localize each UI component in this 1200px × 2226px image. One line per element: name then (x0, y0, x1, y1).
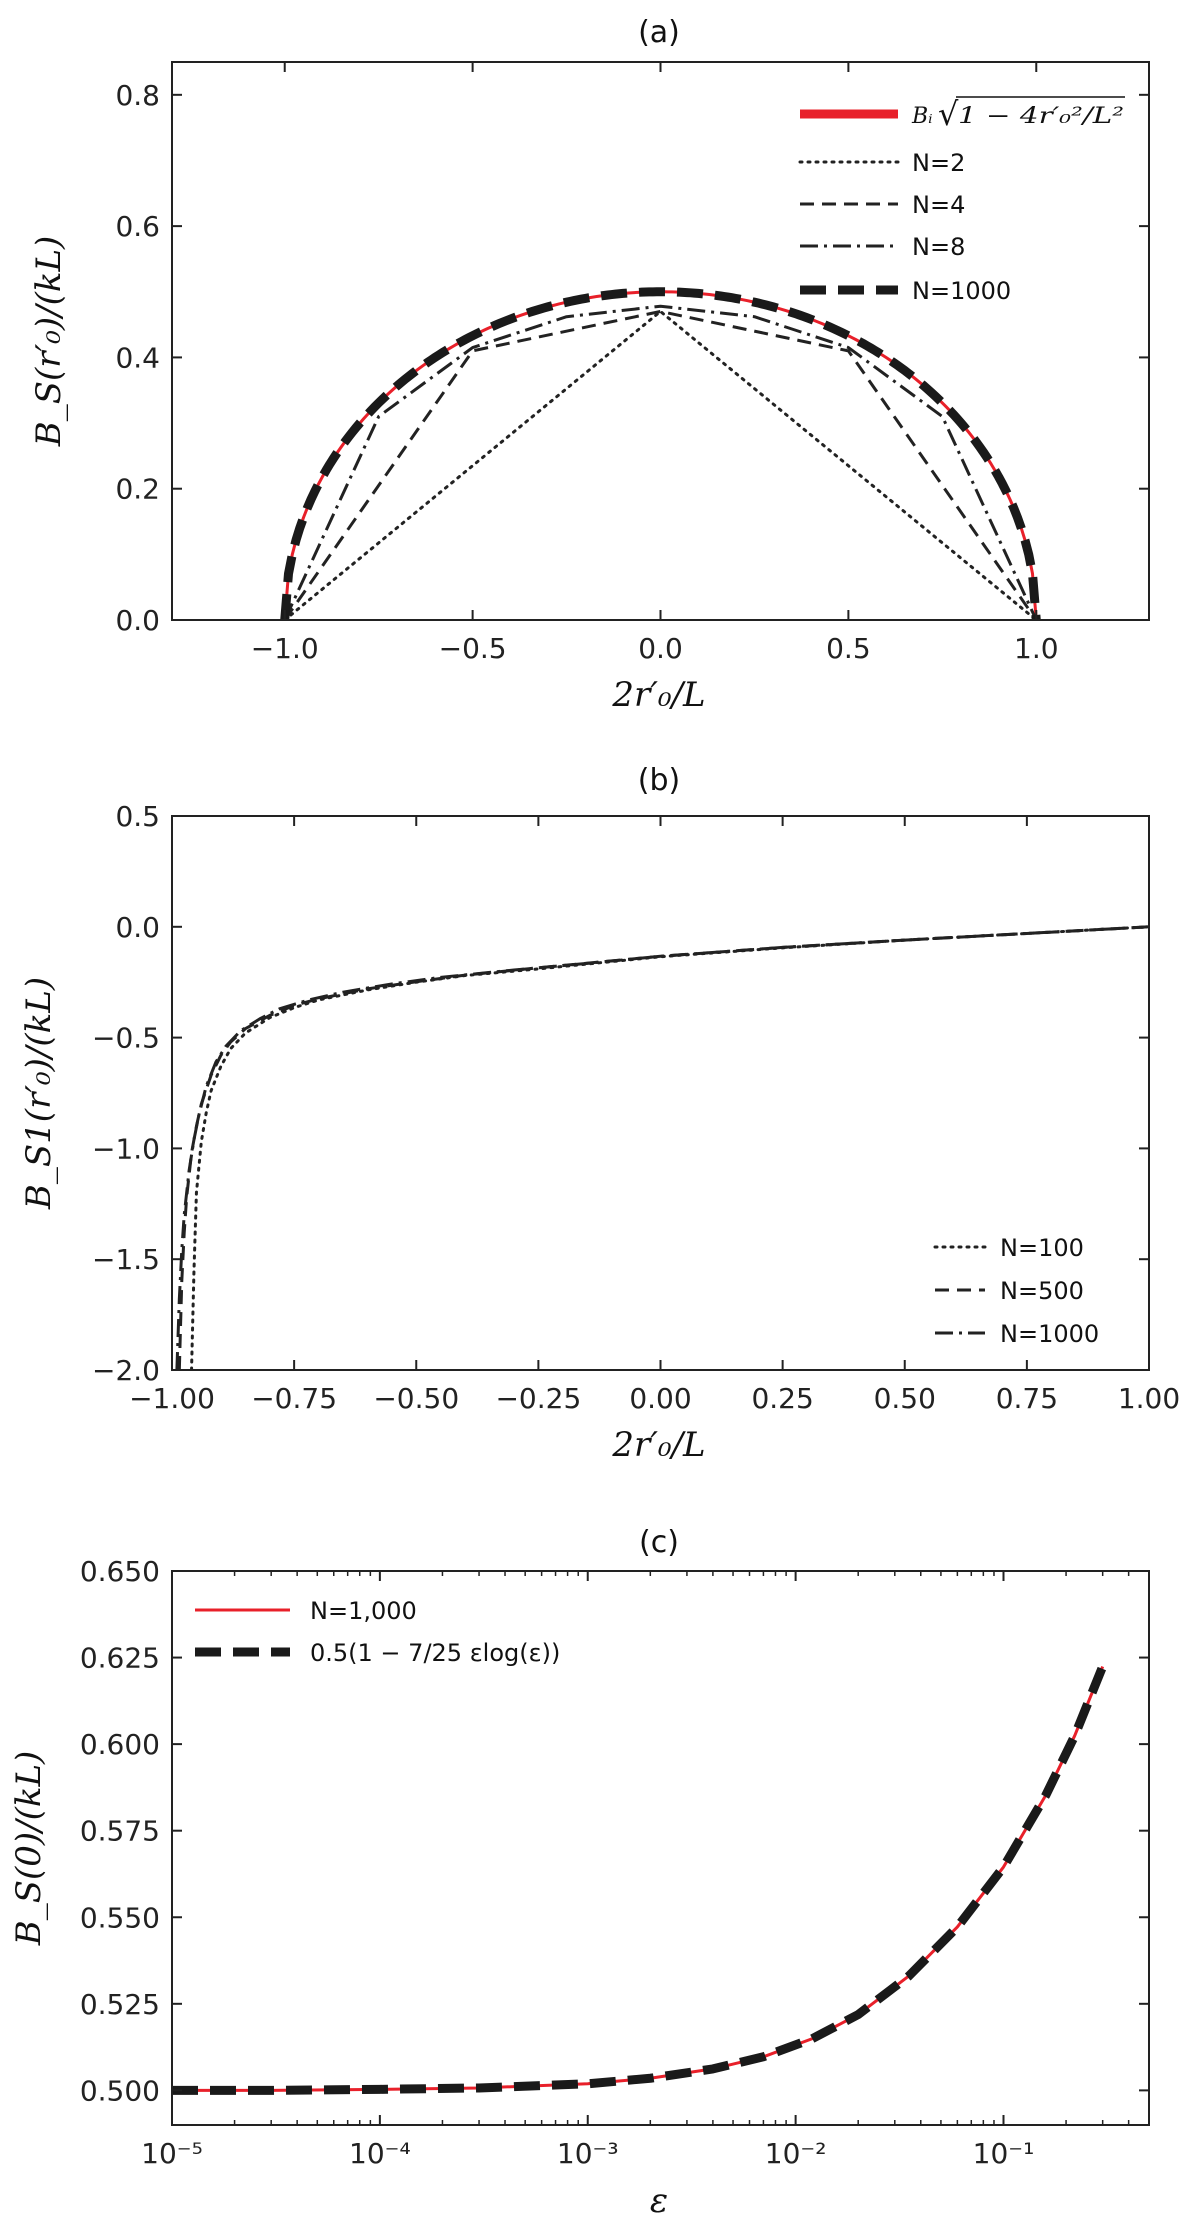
panel-a-title: (a) (638, 15, 680, 50)
panel-c-ytick-label-5: 0.625 (80, 1642, 160, 1675)
panel-c: (c) 10⁻⁵ 10⁻⁴ 10⁻³ 10⁻² 10⁻¹ 0.500 0.525 0.550… (9, 1525, 1150, 2221)
panel-b-series-2-line (175, 925, 1149, 1370)
panel-c-ytick-label-2: 0.550 (80, 1901, 160, 1934)
panel-b-xtick-label-0: −1.00 (129, 1382, 215, 1415)
legend-b-label-2: N=1000 (1000, 1320, 1099, 1348)
legend-a-label-4: N=1000 (912, 277, 1011, 305)
panel-c-series-1-line (172, 1664, 1107, 2095)
panel-a-yticks: 0.0 0.2 0.4 0.6 0.8 (115, 79, 1149, 637)
panel-b-yticks: −2.0 −1.5 −1.0 −0.5 0.0 0.5 (92, 800, 1149, 1387)
panel-c-xtick-label-0: 10⁻⁵ (141, 2137, 203, 2170)
legend-c-label-0: N=1,000 (310, 1597, 417, 1625)
panel-a-ytick-label-4: 0.8 (115, 79, 160, 112)
panel-a-series-4-line (280, 287, 1041, 620)
panel-c-ytick-label-1: 0.525 (80, 1988, 160, 2021)
panel-b-ytick-label-4: 0.0 (115, 911, 160, 944)
panel-c-legend: N=1,000 0.5(1 − 7/25 εlog(ε)) (195, 1597, 560, 1667)
panel-b-legend: N=100 N=500 N=1000 (933, 1234, 1099, 1348)
panel-a-ytick-label-2: 0.4 (115, 341, 160, 374)
panel-a-xtick-label-4: 1.0 (1014, 632, 1059, 665)
legend-a-label-0-prefix: Bᵢ (911, 104, 933, 129)
panel-b-xtick-label-8: 1.00 (1118, 1382, 1180, 1415)
panel-b-xtick-label-7: 0.75 (996, 1382, 1058, 1415)
panel-c-xtick-label-1: 10⁻⁴ (349, 2137, 411, 2170)
panel-c-frame (171, 1570, 1150, 2126)
legend-b-label-1: N=500 (1000, 1277, 1084, 1305)
panel-b-xticks: −1.00 −0.75 −0.50 −0.25 0.00 0.25 0.50 0.75 1.00 (129, 816, 1180, 1415)
panel-b-ytick-label-2: −1.0 (92, 1132, 160, 1165)
panel-a-xlabel: 2r′₀/L (611, 675, 705, 715)
legend-a-label-3: N=8 (912, 233, 965, 261)
panel-c-ytick-label-4: 0.600 (80, 1728, 160, 1761)
panel-c-xtick-label-2: 10⁻³ (557, 2137, 619, 2170)
panel-b-title: (b) (638, 763, 680, 798)
panel-c-series-0-line (172, 1666, 1105, 2092)
panel-b-xtick-label-5: 0.25 (751, 1382, 813, 1415)
panel-c-series (172, 1664, 1107, 2095)
panel-b-ylabel: B_S1(r′₀)/(kL) (19, 977, 59, 1210)
panel-a-xtick-label-1: −0.5 (439, 632, 507, 665)
panel-c-ytick-label-6: 0.650 (80, 1555, 160, 1588)
panel-a-xtick-label-0: −1.0 (251, 632, 319, 665)
panel-a-xtick-label-2: 0.0 (638, 632, 683, 665)
panel-b-xtick-label-4: 0.00 (629, 1382, 691, 1415)
legend-a-label-0-radical: √ (938, 95, 959, 133)
legend-c-label-1: 0.5(1 − 7/25 εlog(ε)) (310, 1639, 560, 1667)
panel-a: (a) −1.0 −0.5 0.0 0.5 1.0 0.0 0.2 0.4 0.6 0.8 2r… (29, 15, 1150, 715)
legend-b-label-0: N=100 (1000, 1234, 1084, 1262)
panel-b-xtick-label-1: −0.75 (251, 1382, 337, 1415)
panel-b-ytick-label-5: 0.5 (115, 800, 160, 833)
panel-c-xtick-label-4: 10⁻¹ (973, 2137, 1035, 2170)
panel-a-xticks: −1.0 −0.5 0.0 0.5 1.0 (251, 62, 1059, 665)
panel-a-series (280, 287, 1041, 620)
panel-c-yticks: 0.500 0.525 0.550 0.575 0.600 0.625 0.650 (80, 1555, 1149, 2107)
panel-c-xlabel: ε (650, 2181, 668, 2221)
panel-b-xtick-label-2: −0.50 (373, 1382, 459, 1415)
panel-b: (b) −1.00 −0.75 −0.50 −0.25 0.00 0.25 0.50 0.75… (19, 763, 1180, 1465)
panel-b-xlabel: 2r′₀/L (611, 1425, 705, 1465)
panel-a-legend: Bᵢ √ 1 − 4r′₀²/L² N=2 N=4 N=8 N=1000 (798, 95, 1125, 305)
panel-a-series-0-line (283, 290, 1038, 620)
panel-c-ytick-label-3: 0.575 (80, 1815, 160, 1848)
panel-b-ytick-label-0: −2.0 (92, 1354, 160, 1387)
panel-c-xticks: 10⁻⁵ 10⁻⁴ 10⁻³ 10⁻² 10⁻¹ (141, 1571, 1150, 2170)
panel-c-title: (c) (639, 1525, 679, 1560)
panel-a-frame (171, 61, 1150, 621)
panel-c-xtick-label-3: 10⁻² (765, 2137, 827, 2170)
panel-c-ytick-label-0: 0.500 (80, 2074, 160, 2107)
legend-a-label-1: N=2 (912, 149, 965, 177)
panel-a-series-1-line (283, 309, 1038, 620)
panel-a-series-3-line (283, 304, 1038, 620)
panel-a-ylabel: B_S(r′₀)/(kL) (29, 236, 69, 448)
panel-b-series (175, 925, 1149, 1370)
panel-a-xtick-label-3: 0.5 (826, 632, 871, 665)
panel-b-ytick-label-1: −1.5 (92, 1243, 160, 1276)
panel-c-ylabel: B_S(0)/(kL) (9, 1751, 49, 1947)
legend-a-label-2: N=4 (912, 191, 965, 219)
panel-b-xtick-label-6: 0.50 (874, 1382, 936, 1415)
panel-a-ytick-label-0: 0.0 (115, 604, 160, 637)
panel-a-ytick-label-1: 0.2 (115, 473, 160, 506)
panel-a-series-2-line (283, 309, 1038, 620)
panel-b-ytick-label-3: −0.5 (92, 1022, 160, 1055)
panel-b-xtick-label-3: −0.25 (495, 1382, 581, 1415)
panel-a-ytick-label-3: 0.6 (115, 210, 160, 243)
legend-a-label-0-radicand: 1 − 4r′₀²/L² (958, 104, 1124, 129)
